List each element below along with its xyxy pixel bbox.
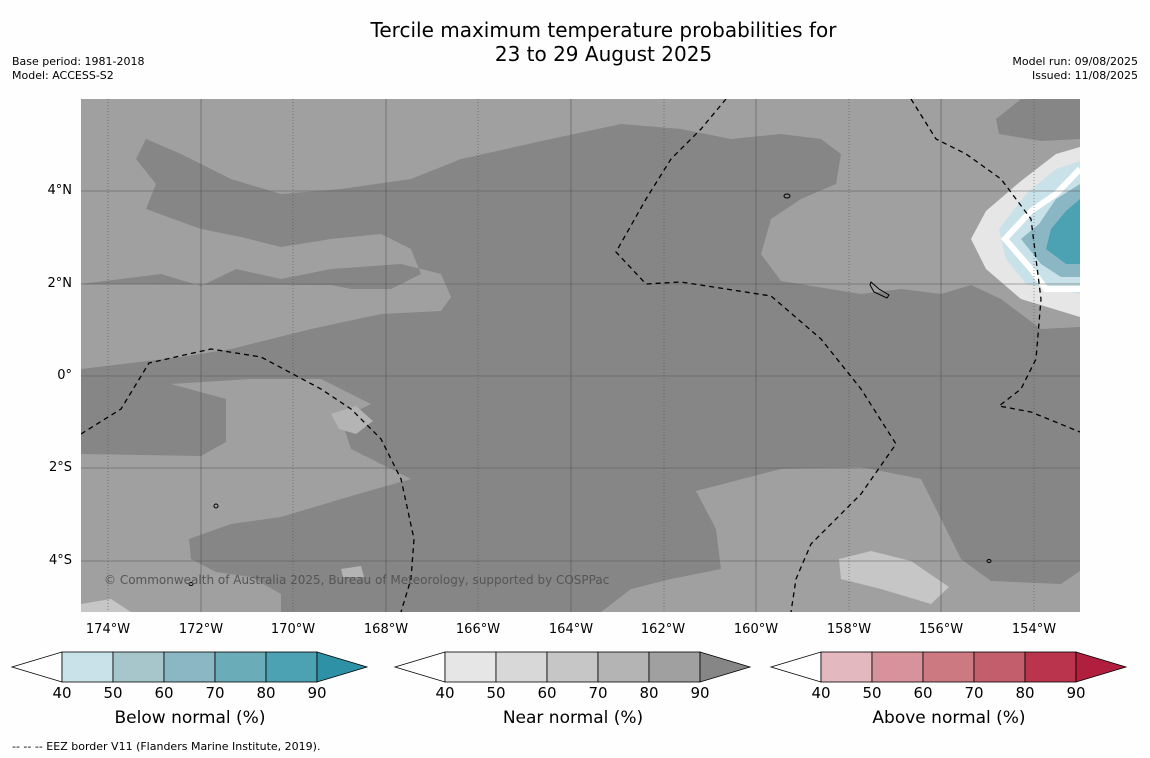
below-normal-region-80 (1046, 199, 1080, 264)
colorbar-below (10, 651, 369, 683)
colorbar-extend-high (699, 651, 752, 683)
map-contours (81, 99, 1080, 612)
colorbar-tick: 40 (52, 684, 72, 702)
colorbar-segment (163, 651, 216, 683)
meta-right: Model run: 09/08/2025 Issued: 11/08/2025 (1012, 55, 1138, 83)
lat-tick-2n: 2°N (47, 276, 73, 291)
colorbar-segment (597, 651, 650, 683)
colorbar-above (769, 651, 1128, 683)
near-normal-light-patch-3 (81, 599, 131, 612)
colorbar-tick: 80 (256, 684, 276, 702)
lon-tick-166w: 166°W (455, 622, 501, 637)
lon-tick-154w: 154°W (1011, 622, 1057, 637)
eez-footnote: -- -- -- EEZ border V11 (Flanders Marine… (12, 740, 321, 753)
lon-tick-162w: 162°W (640, 622, 686, 637)
model-name: Model: ACCESS-S2 (12, 69, 114, 82)
colorbar-segment (546, 651, 599, 683)
lon-tick-170w: 170°W (270, 622, 316, 637)
copyright-notice: © Commonwealth of Australia 2025, Bureau… (104, 573, 610, 587)
graticule (81, 99, 1080, 612)
meta-left: Base period: 1981-2018 Model: ACCESS-S2 (12, 55, 144, 83)
colorbar-extend-high (1075, 651, 1128, 683)
near-normal-dark-region (81, 124, 1080, 612)
legend-above-label: Above normal (%) (872, 708, 1026, 728)
near-normal-light-patch-1 (331, 406, 373, 434)
colorbar-tick: 60 (913, 684, 933, 702)
title-line-1: Tercile maximum temperature probabilitie… (370, 18, 837, 42)
colorbar-tick: 60 (537, 684, 557, 702)
colorbar-segment (444, 651, 497, 683)
lat-tick-2s: 2°S (48, 460, 72, 475)
colorbar-segment (871, 651, 924, 683)
below-normal-region-white (1000, 166, 1080, 292)
lat-tick-0: 0° (57, 368, 72, 383)
colorbar-tick: 90 (307, 684, 327, 702)
near-normal-light-patch-2 (839, 551, 949, 604)
colorbar-segment (922, 651, 975, 683)
lon-tick-172w: 172°W (178, 622, 224, 637)
colorbar-tick: 80 (639, 684, 659, 702)
colorbar-near (393, 651, 752, 683)
chart-title: Tercile maximum temperature probabilitie… (0, 18, 1150, 66)
colorbar-segment (820, 651, 873, 683)
colorbar-tick: 80 (1015, 684, 1035, 702)
title-line-2: 23 to 29 August 2025 (494, 42, 713, 66)
colorbar-tick: 50 (486, 684, 506, 702)
colorbar-tick: 40 (811, 684, 831, 702)
colorbar-segment (495, 651, 548, 683)
colorbar-tick: 60 (154, 684, 174, 702)
model-run: Model run: 09/08/2025 (1012, 55, 1138, 68)
colorbar-tick: 90 (1066, 684, 1086, 702)
lat-tick-4s: 4°S (48, 553, 72, 568)
lon-tick-160w: 160°W (733, 622, 779, 637)
islands (188, 193, 992, 586)
issued-date: Issued: 11/08/2025 (1031, 69, 1138, 82)
colorbar-extend-low (769, 651, 822, 683)
lon-tick-164w: 164°W (548, 622, 594, 637)
colorbar-tick: 70 (964, 684, 984, 702)
near-normal-light-patch-4 (341, 566, 364, 577)
lon-tick-156w: 156°W (918, 622, 964, 637)
legend-near-label: Near normal (%) (502, 708, 644, 728)
base-period: Base period: 1981-2018 (12, 55, 145, 68)
colorbar-segment (61, 651, 114, 683)
colorbar-segment (973, 651, 1026, 683)
colorbar-tick: 70 (588, 684, 608, 702)
colorbar-tick: 70 (205, 684, 225, 702)
colorbar-segment (112, 651, 165, 683)
lon-tick-158w: 158°W (826, 622, 872, 637)
probability-map (81, 99, 1080, 612)
eez-borders (81, 99, 1080, 612)
lon-tick-174w: 174°W (85, 622, 131, 637)
lon-tick-168w: 168°W (363, 622, 409, 637)
colorbar-tick: 40 (435, 684, 455, 702)
legend-below-label: Below normal (%) (114, 708, 266, 728)
colorbar-segment (1024, 651, 1077, 683)
colorbar-segment (648, 651, 701, 683)
colorbar-extend-high (316, 651, 369, 683)
colorbar-segment (265, 651, 318, 683)
colorbar-tick: 50 (103, 684, 123, 702)
colorbar-segment (214, 651, 267, 683)
colorbar-extend-low (10, 651, 63, 683)
colorbar-tick: 50 (862, 684, 882, 702)
colorbar-tick: 90 (690, 684, 710, 702)
lat-tick-4n: 4°N (47, 183, 73, 198)
colorbar-extend-low (393, 651, 446, 683)
near-normal-dark-topright (996, 99, 1080, 141)
